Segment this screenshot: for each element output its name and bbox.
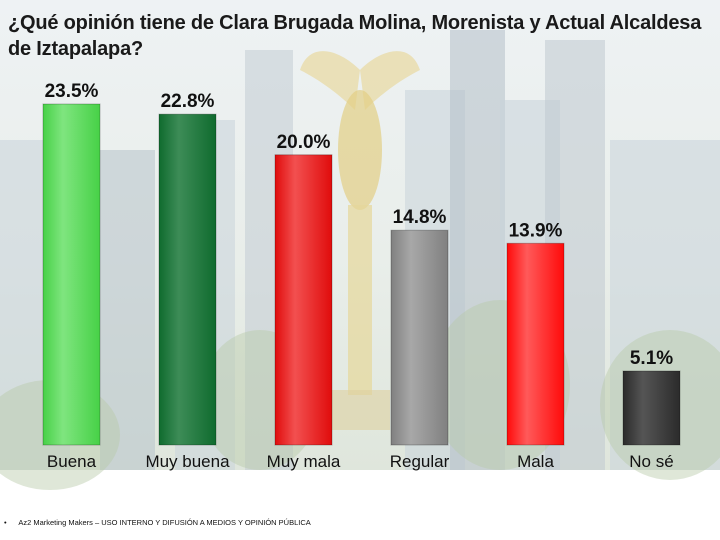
bar-5 [506,242,565,446]
bar-4 [390,229,449,446]
bar-6 [622,370,681,446]
bar-3 [274,154,333,446]
angel-monument-silhouette [300,51,420,430]
footer-note: • Az2 Marketing Makers – USO INTERNO Y D… [4,518,311,527]
category-label-3: Muy mala [267,452,341,471]
category-label-6: No sé [629,452,673,471]
footer-bullet: • [4,518,7,527]
category-label-1: Buena [47,452,97,471]
value-label-3: 20.0% [277,132,331,153]
footer-text: Az2 Marketing Makers – USO INTERNO Y DIF… [18,518,311,527]
category-label-2: Muy buena [145,452,230,471]
value-label-1: 23.5% [45,81,99,102]
category-label-4: Regular [390,452,450,471]
value-label-6: 5.1% [630,348,673,369]
bar-chart: 23.5% 22.8% 20.0% 14.8% 13.9% 5.1% Buena Muy b… [42,81,681,471]
category-label-5: Mala [517,452,554,471]
value-label-4: 14.8% [393,207,447,228]
value-label-5: 13.9% [509,220,563,241]
bar-1 [42,103,101,446]
chart-title: ¿Qué opinión tiene de Clara Brugada Moli… [8,12,702,60]
value-label-2: 22.8% [161,91,215,112]
bar-2 [158,113,217,446]
